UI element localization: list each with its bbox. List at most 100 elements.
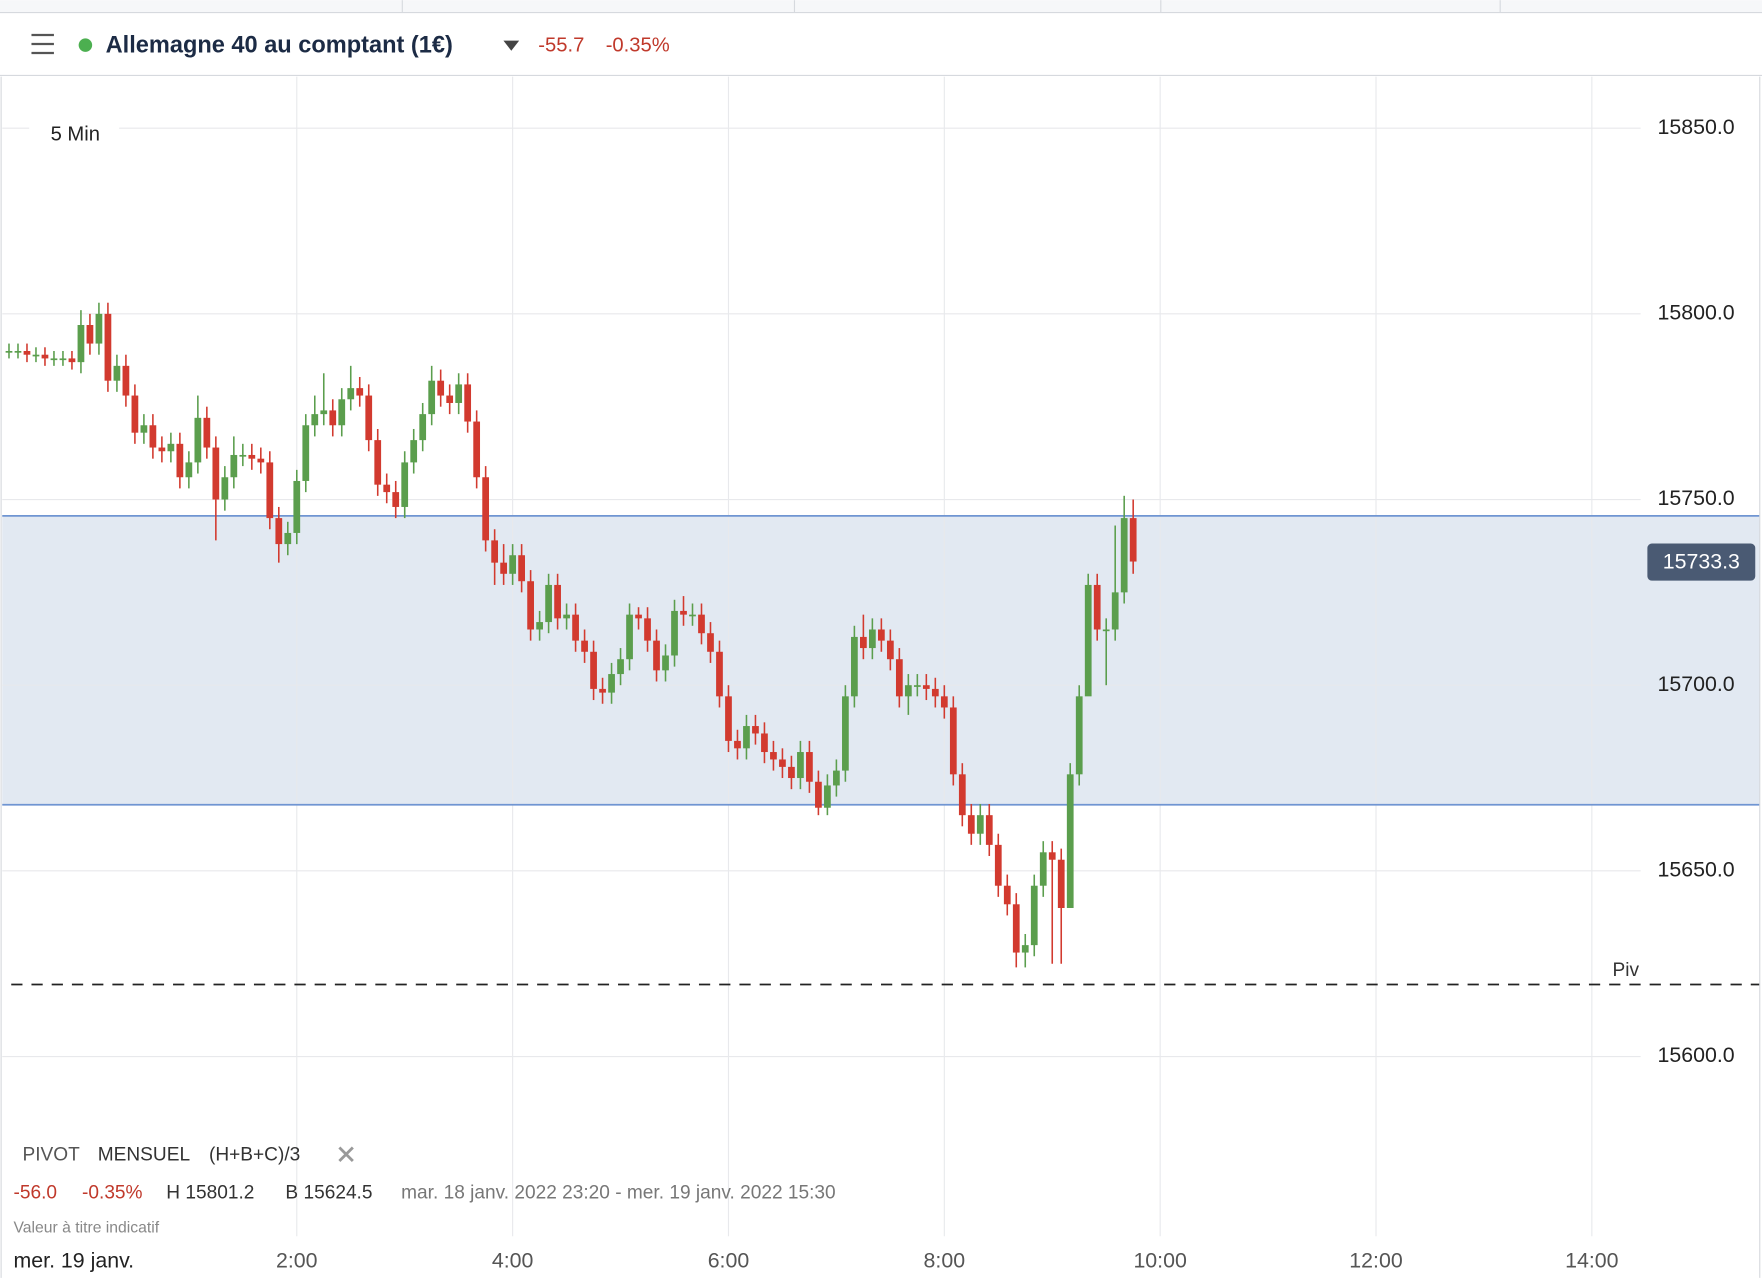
x-tick-label: 2:00 xyxy=(276,1249,318,1273)
candle-body xyxy=(913,685,921,687)
candle-body xyxy=(931,688,939,697)
candle-body xyxy=(149,425,157,448)
candle-body xyxy=(86,324,94,344)
candle-body xyxy=(761,733,768,753)
y-tick-label: 15600.0 xyxy=(1657,1043,1734,1067)
candle-body xyxy=(5,350,13,353)
candle-body xyxy=(446,395,454,403)
candle-body xyxy=(455,384,463,403)
candle-body xyxy=(662,655,669,671)
candle-body xyxy=(833,770,840,786)
summary-low: B 15624.5 xyxy=(285,1183,372,1204)
dropdown-arrow[interactable] xyxy=(503,40,520,51)
candle-body xyxy=(824,785,831,808)
candle-body xyxy=(707,633,714,652)
summary-high: H 15801.2 xyxy=(166,1183,254,1204)
candle-body xyxy=(527,581,534,630)
candle-body xyxy=(194,417,202,463)
pivot-zone xyxy=(2,515,1760,805)
candle-body xyxy=(617,659,624,675)
candle-body xyxy=(284,532,292,545)
candle-body xyxy=(788,766,795,779)
candle-body xyxy=(383,484,391,493)
candle-body xyxy=(608,674,615,693)
candle-body xyxy=(185,462,193,478)
x-tick-label: 10:00 xyxy=(1133,1249,1187,1273)
candle-body xyxy=(860,636,867,649)
remove-indicator[interactable] xyxy=(338,1146,354,1162)
summary-change: -56.0 xyxy=(13,1183,57,1204)
candle-body xyxy=(806,752,813,782)
candle-body xyxy=(725,696,732,741)
candle-body xyxy=(95,313,103,344)
candle-body xyxy=(716,651,723,697)
candle-body xyxy=(248,454,256,459)
candle-body xyxy=(419,414,427,441)
candle-body xyxy=(122,365,130,396)
status-dot xyxy=(78,38,93,52)
candle-body xyxy=(1003,885,1011,905)
candle-body xyxy=(653,640,660,671)
candle-body xyxy=(644,618,651,641)
candle-body xyxy=(50,358,58,361)
x-tick-label: 12:00 xyxy=(1349,1249,1403,1273)
candle-body xyxy=(1057,859,1065,908)
candle-body xyxy=(958,774,966,816)
candle-body xyxy=(23,350,31,355)
candle-body xyxy=(266,462,274,519)
candle-body xyxy=(734,740,741,749)
candle-body xyxy=(1075,696,1083,775)
price-badge-label: 15733.3 xyxy=(1663,549,1740,573)
candle-body xyxy=(518,555,525,582)
candle-body xyxy=(1084,584,1092,697)
candle-body xyxy=(482,477,490,541)
candle-body xyxy=(275,518,283,545)
candle-body xyxy=(671,610,678,656)
candle-body xyxy=(509,555,517,574)
y-tick-label: 15850.0 xyxy=(1657,115,1734,139)
candle-body xyxy=(842,696,849,771)
candle-body xyxy=(140,425,148,433)
candle-body xyxy=(293,480,301,533)
candle-body xyxy=(581,640,588,652)
candle-body xyxy=(590,651,597,689)
candle-body xyxy=(895,659,903,697)
candle-body xyxy=(491,540,499,563)
candle-body xyxy=(536,622,543,630)
indicator-period: MENSUEL xyxy=(98,1144,190,1165)
candle-body xyxy=(940,696,948,708)
candle-body xyxy=(257,458,265,463)
candle-body xyxy=(428,380,436,415)
date-label: mer. 19 janv. xyxy=(13,1249,134,1273)
summary-range: mar. 18 janv. 2022 23:20 - mer. 19 janv.… xyxy=(401,1183,836,1204)
candle-body xyxy=(886,640,894,660)
candle-body xyxy=(77,324,85,363)
candle-body xyxy=(779,759,786,767)
candle-body xyxy=(949,707,957,775)
interval[interactable]: 5 Min xyxy=(51,123,100,145)
change-pct: -0.35% xyxy=(606,35,670,57)
candle-body xyxy=(464,384,472,422)
note: Valeur à titre indicatif xyxy=(13,1220,159,1237)
candle-body xyxy=(689,614,696,617)
candle-body xyxy=(1012,904,1020,953)
candle-body xyxy=(473,421,481,478)
candle-body xyxy=(698,614,705,634)
candle-body xyxy=(212,447,220,500)
candle-body xyxy=(985,815,993,845)
menu-icon[interactable] xyxy=(31,33,54,55)
summary-change-pct: -0.35% xyxy=(82,1183,143,1204)
candle-body xyxy=(68,358,76,363)
candle-body xyxy=(221,477,229,500)
candle-body xyxy=(113,365,121,381)
candle-body xyxy=(59,358,67,361)
candle-body xyxy=(158,447,166,452)
candle-body xyxy=(356,388,364,396)
candle-body xyxy=(752,726,759,734)
instrument-title[interactable]: Allemagne 40 au comptant (1€) xyxy=(106,31,453,57)
candle-body xyxy=(131,395,139,433)
candle-body xyxy=(104,313,112,381)
candle-body xyxy=(311,414,319,426)
candle-body xyxy=(1030,885,1038,946)
